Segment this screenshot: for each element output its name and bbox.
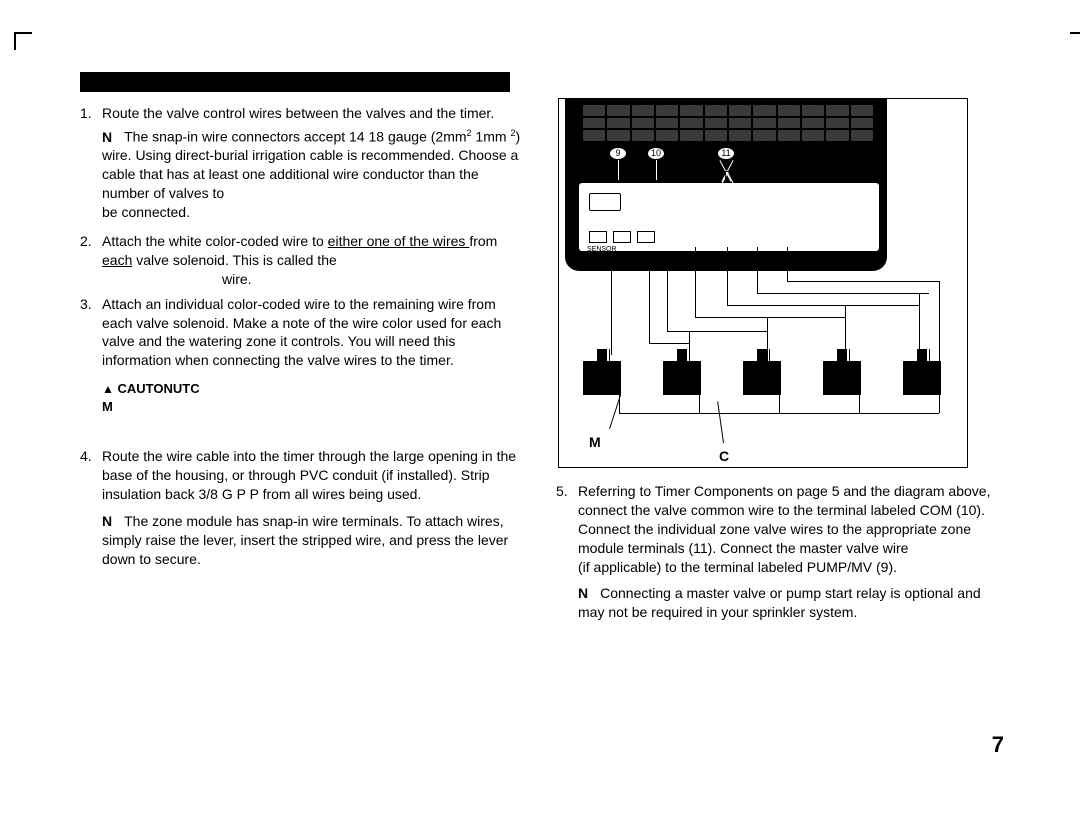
terminal: [637, 231, 655, 243]
item-text: from: [469, 233, 497, 249]
diagram-label-m: M: [589, 433, 601, 452]
list-item: 1. Route the valve control wires between…: [80, 104, 528, 222]
list-item: 3. Attach an individual color-coded wire…: [80, 295, 528, 371]
wire: [695, 247, 696, 317]
wire: [757, 293, 929, 294]
item-number: 2.: [80, 232, 92, 251]
wire: [787, 247, 788, 281]
note-text: The zone module has snap-in wire termina…: [102, 513, 508, 567]
valve: [823, 361, 861, 395]
note: NThe zone module has snap-in wire termin…: [102, 512, 528, 569]
item-number: 5.: [556, 482, 568, 501]
button-grid: [583, 105, 873, 141]
wire: [649, 255, 650, 343]
valve: [663, 361, 701, 395]
note: NConnecting a master valve or pump start…: [578, 584, 1004, 622]
item-text: Route the wire cable into the timer thro…: [102, 448, 516, 502]
list-item: 2. Attach the white color-coded wire to …: [80, 232, 528, 289]
panel-label: SENSOR: [587, 245, 617, 254]
wire: [859, 395, 860, 413]
note: N The snap-in wire connectors accept 14 1…: [102, 127, 528, 222]
wire: [649, 343, 689, 344]
valve: [583, 361, 621, 395]
wire: [779, 395, 780, 413]
section-header-bar: [80, 72, 510, 92]
caution-block: ▲ CAUTONUTC M: [102, 380, 528, 415]
page-number: 7: [992, 730, 1004, 760]
caution-text: CAUTONUTC: [118, 381, 200, 396]
wire: [611, 255, 612, 355]
common-wire: [619, 413, 939, 414]
item-text: Referring to Timer Components on page 5 …: [578, 483, 990, 556]
page-content: 1. Route the valve control wires between…: [68, 60, 1032, 760]
diagram-label-c: C: [719, 447, 729, 466]
callout-11: 11: [717, 147, 735, 160]
list-item: 4. Route the wire cable into the timer t…: [80, 447, 528, 568]
terminal-panel: SENSOR: [579, 183, 879, 251]
crop-mark-top-right: [1070, 32, 1080, 50]
note-text: Connecting a master valve or pump start …: [578, 585, 981, 620]
caution-text: M: [102, 399, 113, 414]
warning-icon: ▲: [102, 382, 114, 396]
valve: [903, 361, 941, 395]
note-label: N: [102, 513, 112, 529]
crop-mark-top-left: [14, 32, 32, 50]
note-text: 1mm: [472, 129, 511, 145]
wire: [727, 305, 919, 306]
callout-10: 10: [647, 147, 665, 160]
terminal: [613, 231, 631, 243]
wire: [757, 247, 758, 293]
item-number: 3.: [80, 295, 92, 314]
item-text: Attach an individual color-coded wire to…: [102, 296, 501, 369]
underlined-text: each: [102, 252, 132, 268]
callout-9: 9: [609, 147, 627, 160]
item-number: 1.: [80, 104, 92, 123]
wire: [939, 395, 940, 413]
wire: [767, 317, 768, 361]
note-text: The snap-in wire connectors accept 14 18…: [124, 129, 466, 145]
list-item: 5. Referring to Timer Components on page…: [556, 482, 1004, 622]
terminal-row: [589, 231, 655, 243]
note-label: N: [102, 129, 112, 145]
terminal: [589, 231, 607, 243]
item-number: 4.: [80, 447, 92, 466]
wire: [727, 247, 728, 305]
wire: [667, 331, 767, 332]
valve-row: [583, 361, 941, 395]
note-text: be connected.: [102, 203, 528, 222]
wiring-diagram: 9 10 11 SENSOR: [558, 98, 968, 468]
underlined-text: either one of the wires: [328, 233, 470, 249]
wire: [695, 317, 845, 318]
item-text: wire.: [222, 270, 528, 289]
wire: [939, 281, 940, 361]
note-label: N: [578, 585, 588, 601]
item-text: Attach the white color-coded wire to: [102, 233, 328, 249]
wire: [699, 395, 700, 413]
item-text: (if applicable) to the terminal labeled …: [578, 558, 1004, 577]
wire: [667, 255, 668, 331]
valve: [743, 361, 781, 395]
item-text: valve solenoid. This is called the: [132, 252, 336, 268]
item-text: Route the valve control wires between th…: [102, 105, 494, 121]
left-column: 1. Route the valve control wires between…: [80, 104, 528, 579]
timer-device: 9 10 11 SENSOR: [565, 99, 887, 271]
wire: [787, 281, 939, 282]
right-column: 9 10 11 SENSOR: [556, 60, 1004, 632]
